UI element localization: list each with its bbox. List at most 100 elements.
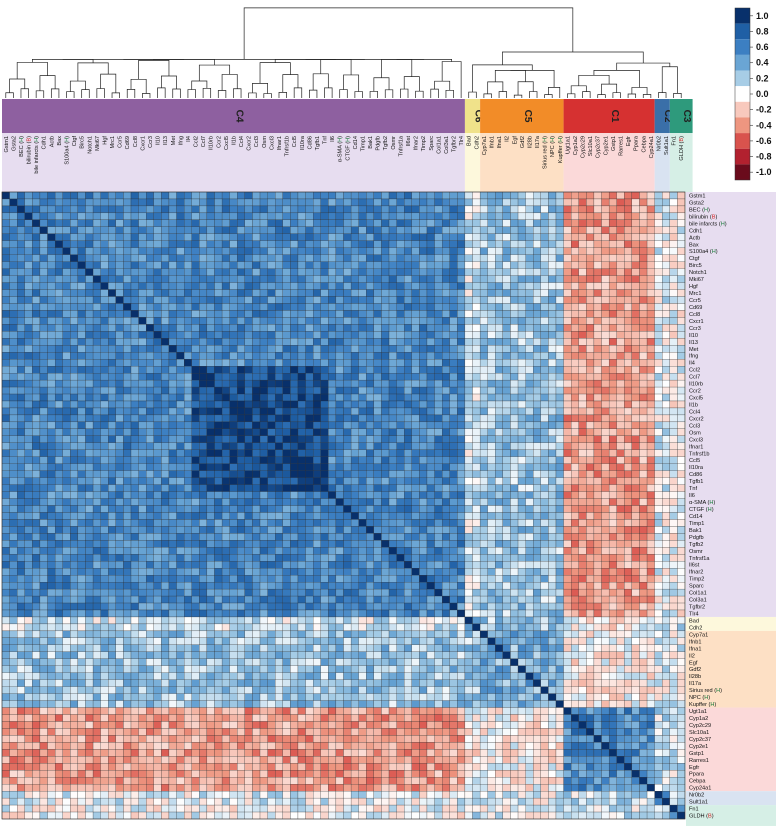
heatmap-cell <box>396 191 405 200</box>
heatmap-cell <box>313 421 321 429</box>
heatmap-cell <box>350 289 359 297</box>
heatmap-cell <box>495 219 503 227</box>
heatmap-cell <box>252 198 261 207</box>
heatmap-cell <box>479 240 488 248</box>
heatmap-cell <box>184 275 192 283</box>
heatmap-cell <box>586 491 595 499</box>
heatmap-cell <box>275 456 283 464</box>
heatmap-cell <box>229 240 238 248</box>
heatmap-cell <box>130 540 139 548</box>
heatmap-cell <box>237 442 245 450</box>
heatmap-cell <box>85 428 94 436</box>
heatmap-cell <box>24 442 33 450</box>
heatmap-cell <box>404 400 412 409</box>
heatmap-cell <box>373 303 382 311</box>
heatmap-cell <box>9 233 18 241</box>
heatmap-cell <box>616 261 625 269</box>
column-label: Tnf <box>323 136 329 145</box>
heatmap-cell <box>24 533 33 541</box>
heatmap-cell <box>639 268 648 276</box>
heatmap-cell <box>457 512 466 520</box>
heatmap-cell <box>442 254 450 262</box>
heatmap-cell <box>92 191 101 200</box>
heatmap-cell <box>578 498 587 506</box>
heatmap-cell <box>571 296 579 304</box>
heatmap-cell <box>313 198 321 207</box>
heatmap-cell <box>502 519 511 527</box>
heatmap-cell <box>62 505 71 513</box>
heatmap-cell <box>533 386 541 395</box>
heatmap-cell <box>517 282 526 290</box>
heatmap-cell <box>343 310 352 318</box>
heatmap-cell <box>578 442 587 450</box>
heatmap-cell <box>168 470 177 478</box>
heatmap-cell <box>77 310 86 318</box>
heatmap-cell <box>282 275 291 283</box>
heatmap-cell <box>146 303 154 311</box>
heatmap-cell <box>601 317 610 325</box>
heatmap-cell <box>426 421 435 429</box>
heatmap-cell <box>495 456 503 464</box>
heatmap-cell <box>161 498 170 506</box>
heatmap-cell <box>457 386 466 395</box>
heatmap-cell <box>229 512 238 520</box>
heatmap-cell <box>533 366 541 374</box>
heatmap-cell <box>214 366 223 374</box>
heatmap-cell <box>350 526 359 534</box>
heatmap-cell <box>487 456 496 464</box>
heatmap-cell <box>275 400 283 409</box>
heatmap-cell <box>24 414 33 423</box>
heatmap-cell <box>123 477 132 485</box>
cluster-bar-segment <box>654 99 670 133</box>
heatmap-cell <box>479 456 488 464</box>
heatmap-cell <box>77 456 86 464</box>
heatmap-cell <box>540 275 549 283</box>
heatmap-cell <box>229 428 238 436</box>
heatmap-cell <box>47 247 56 255</box>
heatmap-cell <box>563 470 572 478</box>
heatmap-cell <box>646 491 655 499</box>
heatmap-cell <box>639 470 648 478</box>
heatmap-cell <box>404 407 412 416</box>
heatmap-cell <box>525 456 534 464</box>
column-label: Ccr2 <box>216 136 222 148</box>
heatmap-cell <box>426 547 435 555</box>
heatmap-cell <box>244 219 253 227</box>
heatmap-cell <box>563 526 572 534</box>
heatmap-cell <box>115 484 124 492</box>
heatmap-cell <box>221 512 230 520</box>
heatmap-cell <box>32 373 41 381</box>
heatmap-cell <box>510 359 519 367</box>
heatmap-cell <box>487 540 496 548</box>
heatmap-cell <box>646 386 655 395</box>
heatmap-cell <box>275 512 283 520</box>
heatmap-cell <box>17 526 25 534</box>
heatmap-cell <box>654 352 663 360</box>
heatmap-cell <box>434 338 443 346</box>
heatmap-cell <box>123 275 132 283</box>
heatmap-cell <box>373 540 382 548</box>
heatmap-cell <box>457 310 466 318</box>
heatmap-cell <box>373 477 382 485</box>
heatmap-cell <box>517 463 526 471</box>
heatmap-cell <box>646 254 655 262</box>
heatmap-cell <box>381 386 390 395</box>
heatmap-cell <box>313 233 321 241</box>
row-label: Sult1a1 <box>689 800 708 806</box>
heatmap-cell <box>153 400 162 409</box>
heatmap-cell <box>313 345 321 353</box>
heatmap-cell <box>502 198 511 207</box>
heatmap-cell <box>282 491 291 499</box>
heatmap-cell <box>654 205 663 214</box>
heatmap-cell <box>184 198 192 207</box>
heatmap-cell <box>108 366 116 374</box>
heatmap-cell <box>328 233 337 241</box>
heatmap-cell <box>540 324 549 332</box>
heatmap-cell <box>168 345 177 353</box>
heatmap-cell <box>214 400 223 409</box>
heatmap-cell <box>1 219 10 227</box>
heatmap-cell <box>366 456 374 464</box>
heatmap-cell <box>571 484 579 492</box>
heatmap-cell <box>350 205 359 214</box>
column-label: Kupffer (H) <box>558 136 564 163</box>
